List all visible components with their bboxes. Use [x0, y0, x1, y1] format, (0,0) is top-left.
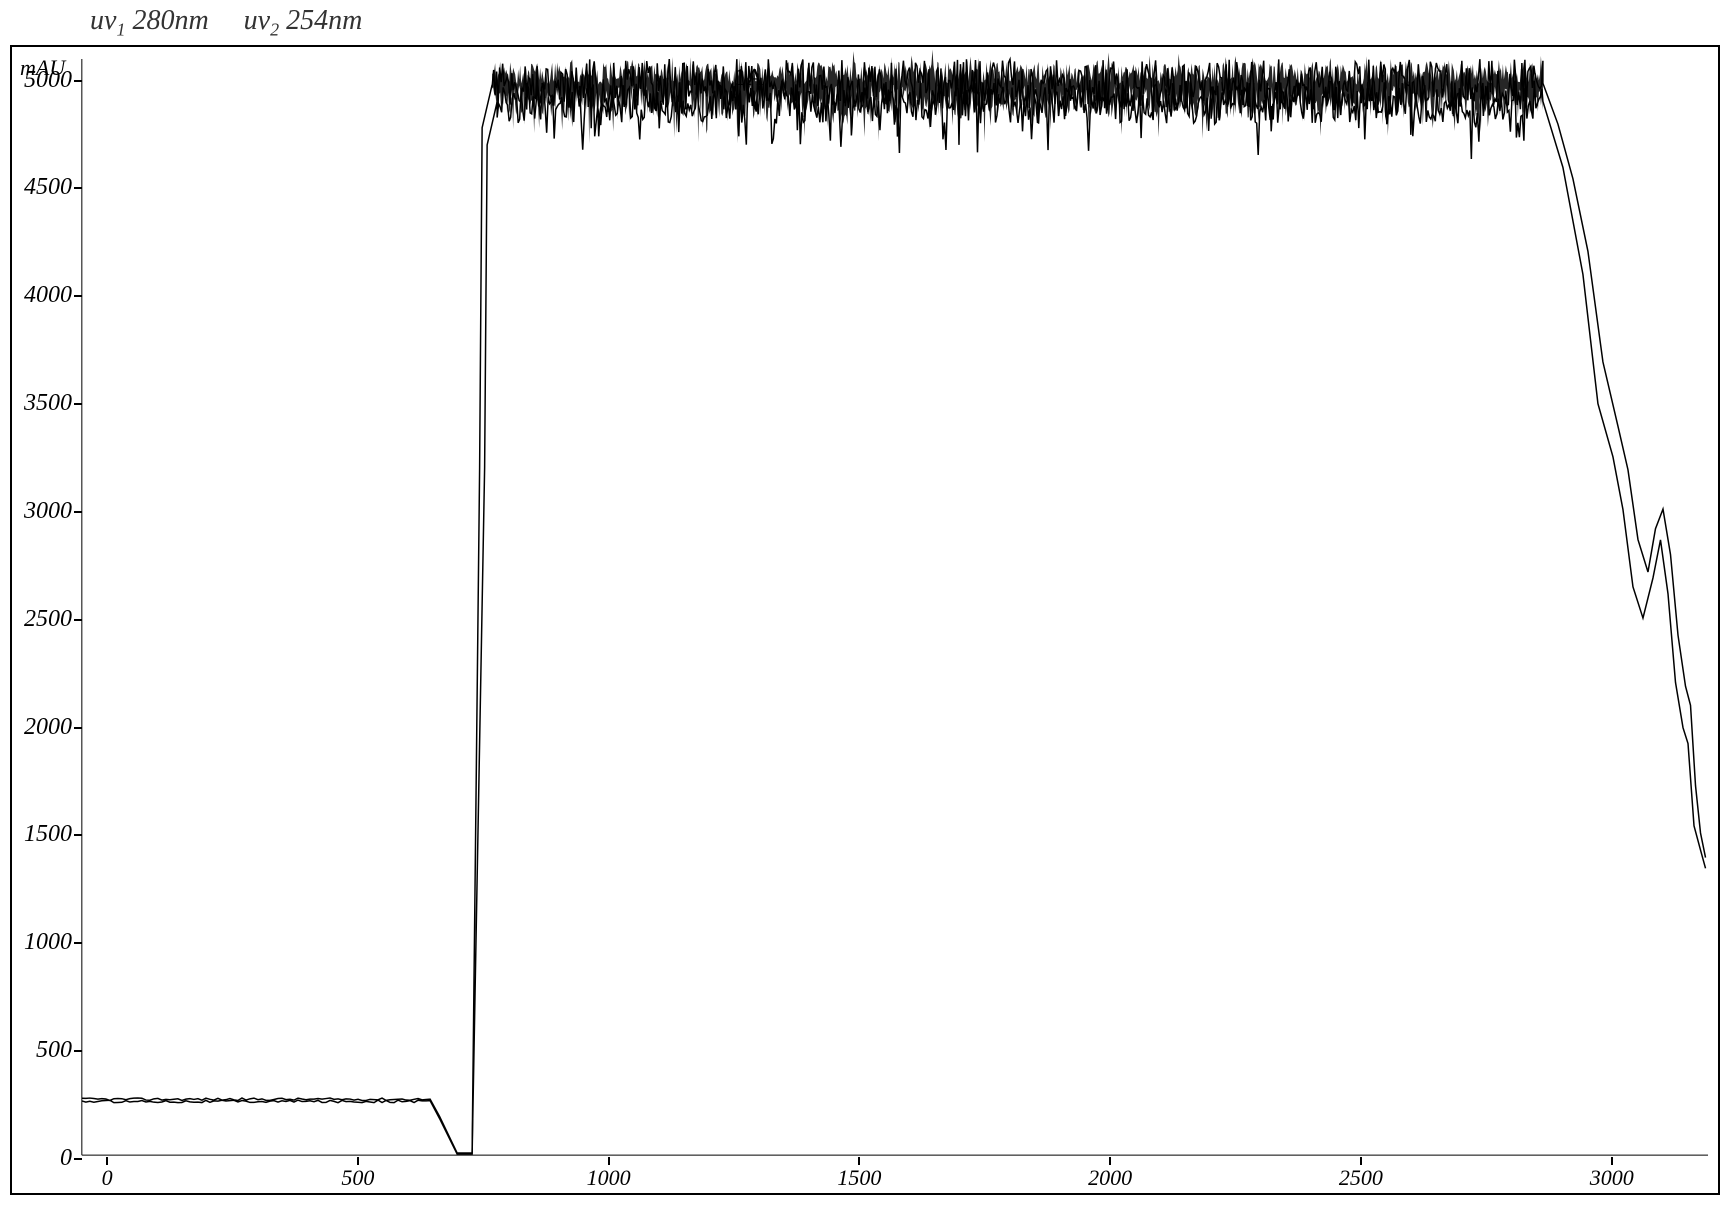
y-tick: [74, 403, 82, 405]
uv1-sub: 1: [116, 20, 125, 40]
y-tick-label: 4500: [18, 174, 72, 201]
y-tick: [74, 80, 82, 82]
y-tick-label: 3500: [18, 390, 72, 417]
x-tick: [858, 1157, 860, 1165]
x-tick-label: 1000: [579, 1165, 639, 1191]
chart-svg: [12, 47, 1718, 1193]
y-tick: [74, 295, 82, 297]
uv1-label: uv: [90, 5, 116, 36]
x-tick: [1109, 1157, 1111, 1165]
uv1-value: 280nm: [132, 5, 208, 36]
uv-trace: [82, 81, 1706, 1154]
uv2-label: uv: [244, 5, 270, 36]
x-tick: [357, 1157, 359, 1165]
x-tick: [106, 1157, 108, 1165]
y-tick-label: 500: [18, 1037, 72, 1064]
chart-container: mAU 050010001500200025003000350040004500…: [10, 45, 1720, 1195]
y-tick-label: 3000: [18, 498, 72, 525]
x-tick: [1360, 1157, 1362, 1165]
uv2-value: 254nm: [286, 5, 362, 36]
y-tick: [74, 834, 82, 836]
x-tick: [608, 1157, 610, 1165]
plot-area: [12, 47, 1718, 1193]
y-tick-label: 1500: [18, 821, 72, 848]
y-tick-label: 4000: [18, 282, 72, 309]
x-tick-label: 3000: [1582, 1165, 1642, 1191]
x-tick-label: 2500: [1331, 1165, 1391, 1191]
y-tick-label: 0: [18, 1145, 72, 1172]
y-tick: [74, 727, 82, 729]
y-tick: [74, 187, 82, 189]
y-tick: [74, 942, 82, 944]
y-tick: [74, 511, 82, 513]
x-tick-label: 2000: [1080, 1165, 1140, 1191]
x-tick: [1611, 1157, 1613, 1165]
x-tick-label: 1500: [829, 1165, 889, 1191]
y-tick-label: 5000: [18, 67, 72, 94]
y-tick-label: 1000: [18, 929, 72, 956]
uv2-sub: 2: [270, 20, 279, 40]
chart-title: uv1 280nm uv2 254nm: [90, 5, 362, 41]
y-tick: [74, 1158, 82, 1160]
x-tick-label: 0: [77, 1165, 137, 1191]
y-tick: [74, 1050, 82, 1052]
y-tick-label: 2500: [18, 606, 72, 633]
y-tick: [74, 619, 82, 621]
peak-label: 1A: [734, 65, 763, 92]
x-tick-label: 500: [328, 1165, 388, 1191]
y-tick-label: 2000: [18, 714, 72, 741]
uv-trace: [82, 59, 1706, 1153]
